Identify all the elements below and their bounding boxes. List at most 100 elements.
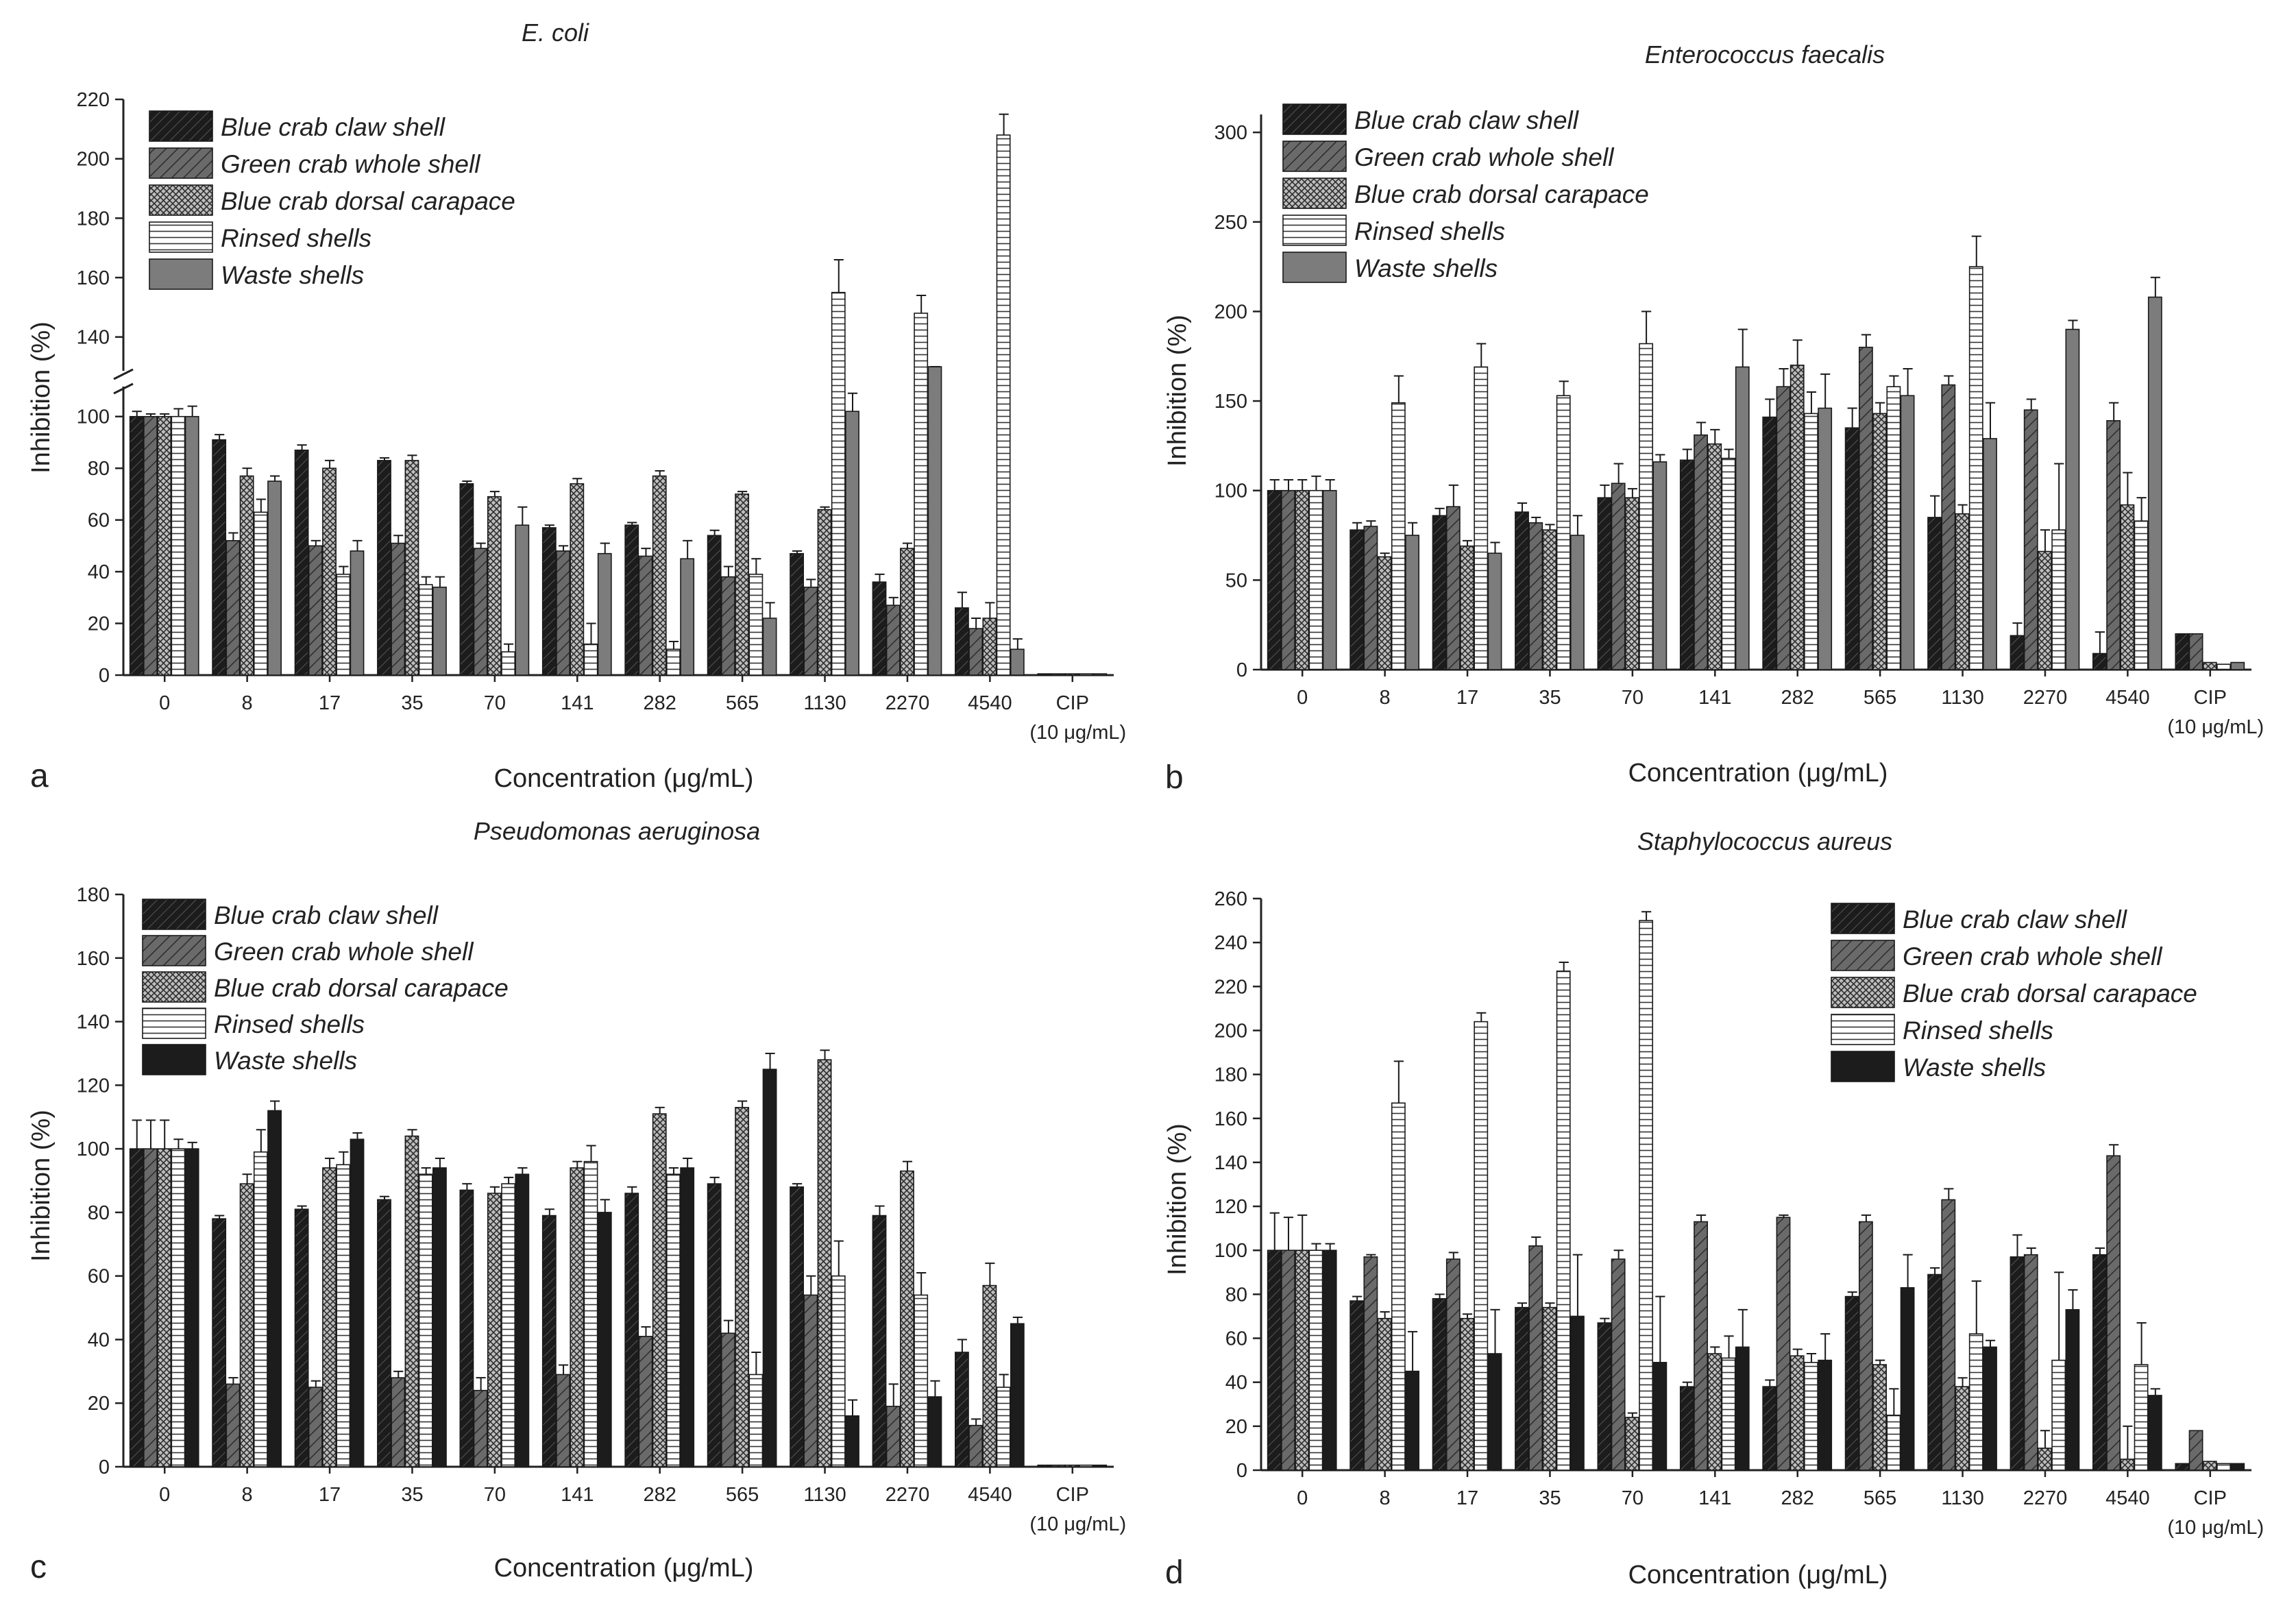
- y-tick-label: 80: [1225, 1284, 1247, 1306]
- bar: [2202, 1461, 2217, 1471]
- y-tick-label: 120: [1214, 1196, 1247, 1218]
- chart-panel-d: Staphylococcus aureus Concentration (μg/…: [1163, 827, 2264, 1591]
- chart-title-d: Staphylococcus aureus: [1637, 827, 1892, 855]
- bar: [1487, 552, 1502, 670]
- x-tick-label: 17: [1456, 687, 1478, 709]
- bar: [1818, 1359, 1833, 1471]
- bar: [1624, 1417, 1639, 1471]
- bar: [2230, 1463, 2245, 1471]
- chart-panel-c: Pseudomonas aeruginosa Concentration (μg…: [27, 817, 1126, 1585]
- bar: [432, 586, 447, 676]
- legend-label: Blue crab dorsal carapace: [214, 974, 509, 1002]
- bar: [872, 1215, 887, 1467]
- bar: [541, 1215, 557, 1467]
- bar: [1432, 515, 1447, 670]
- x-tick-label: 1130: [1941, 687, 1983, 709]
- y-tick-label: 0: [1236, 659, 1247, 681]
- legend-swatch: [149, 184, 213, 216]
- axis-break-mark: [113, 382, 134, 395]
- x-tick-label: 17: [1456, 1487, 1478, 1509]
- y-tick-label: 180: [77, 208, 110, 230]
- bar: [1281, 1249, 1295, 1471]
- bar: [1363, 1256, 1378, 1471]
- bar: [1721, 1357, 1736, 1471]
- bar: [872, 581, 887, 676]
- bar: [1037, 1464, 1052, 1467]
- bar: [707, 1183, 722, 1467]
- x-tick-label: 1130: [803, 692, 846, 714]
- bar: [652, 1113, 667, 1467]
- bar: [501, 651, 516, 676]
- legend-label: Green crab whole shell: [1354, 143, 1615, 171]
- bar: [350, 550, 365, 676]
- legend-label: Rinsed shells: [1903, 1016, 2053, 1045]
- bar: [2120, 504, 2135, 670]
- x-tick-sublabel: (10 μg/mL): [2167, 1517, 2264, 1539]
- axis-break-mark: [113, 368, 134, 380]
- legend-swatch: [1831, 940, 1895, 971]
- bar: [1391, 1102, 1406, 1471]
- bar: [886, 1406, 901, 1467]
- legend-swatch: [149, 110, 213, 142]
- bar: [1391, 402, 1406, 670]
- bar: [1927, 1273, 1942, 1471]
- legend-label: Blue crab claw shell: [214, 901, 439, 929]
- y-axis-label-d: Inhibition (%): [1163, 1123, 1192, 1276]
- bar: [1721, 457, 1736, 670]
- bar: [817, 509, 832, 676]
- bar: [1652, 461, 1668, 670]
- bar: [404, 1135, 419, 1467]
- y-tick-label: 120: [77, 1075, 110, 1097]
- bar: [225, 1383, 241, 1467]
- legend-swatch: [149, 221, 213, 253]
- bar: [1968, 266, 1983, 670]
- bar: [1515, 1306, 1529, 1471]
- bar: [1556, 395, 1571, 670]
- x-tick-label: 8: [242, 692, 253, 714]
- y-tick-label: 60: [88, 1266, 110, 1288]
- bar: [1762, 1386, 1777, 1471]
- bar: [638, 555, 653, 676]
- bar: [845, 411, 859, 676]
- x-tick-sublabel: (10 μg/mL): [1029, 722, 1126, 744]
- plot-area-d: 0 20 40 60 80 100 120 140 160 180 200 220 240 260 0 8 17…: [1214, 888, 2264, 1539]
- bar: [2106, 420, 2121, 670]
- bar: [336, 1164, 351, 1467]
- legend-swatch: [1831, 1014, 1895, 1045]
- legend-swatch: [1282, 252, 1347, 283]
- bar: [459, 483, 474, 676]
- legend-swatch: [149, 147, 213, 179]
- bar: [900, 548, 914, 676]
- y-tick-label: 260: [1214, 888, 1247, 910]
- bar: [1267, 489, 1282, 670]
- bar: [2188, 1430, 2203, 1471]
- bar: [1844, 1295, 1859, 1471]
- bar: [2023, 409, 2038, 670]
- bar: [1955, 1386, 1970, 1471]
- bar: [680, 558, 695, 676]
- y-tick-label: 220: [1214, 976, 1247, 998]
- bar: [418, 1173, 433, 1467]
- x-tick-label: 4540: [2105, 1487, 2150, 1509]
- bar: [1679, 459, 1694, 670]
- legend-label: Rinsed shells: [214, 1010, 365, 1038]
- y-tick-label: 60: [88, 510, 110, 532]
- legend-swatch: [1831, 903, 1895, 934]
- bar: [2065, 328, 2080, 670]
- bar: [239, 1183, 254, 1467]
- x-tick-label: 141: [1698, 687, 1731, 709]
- bar: [748, 574, 764, 676]
- bar: [1281, 489, 1295, 670]
- bar: [2051, 529, 2066, 670]
- x-tick-label: 70: [484, 692, 506, 714]
- bar: [1349, 529, 1365, 670]
- bar: [432, 1167, 447, 1467]
- bar: [831, 1275, 846, 1467]
- bar: [955, 1352, 969, 1467]
- bar: [184, 1148, 199, 1467]
- bar: [322, 467, 337, 676]
- x-tick-label: 4540: [2105, 687, 2150, 709]
- bar: [308, 545, 323, 676]
- bar: [845, 1415, 859, 1467]
- y-tick-label: 220: [77, 89, 110, 111]
